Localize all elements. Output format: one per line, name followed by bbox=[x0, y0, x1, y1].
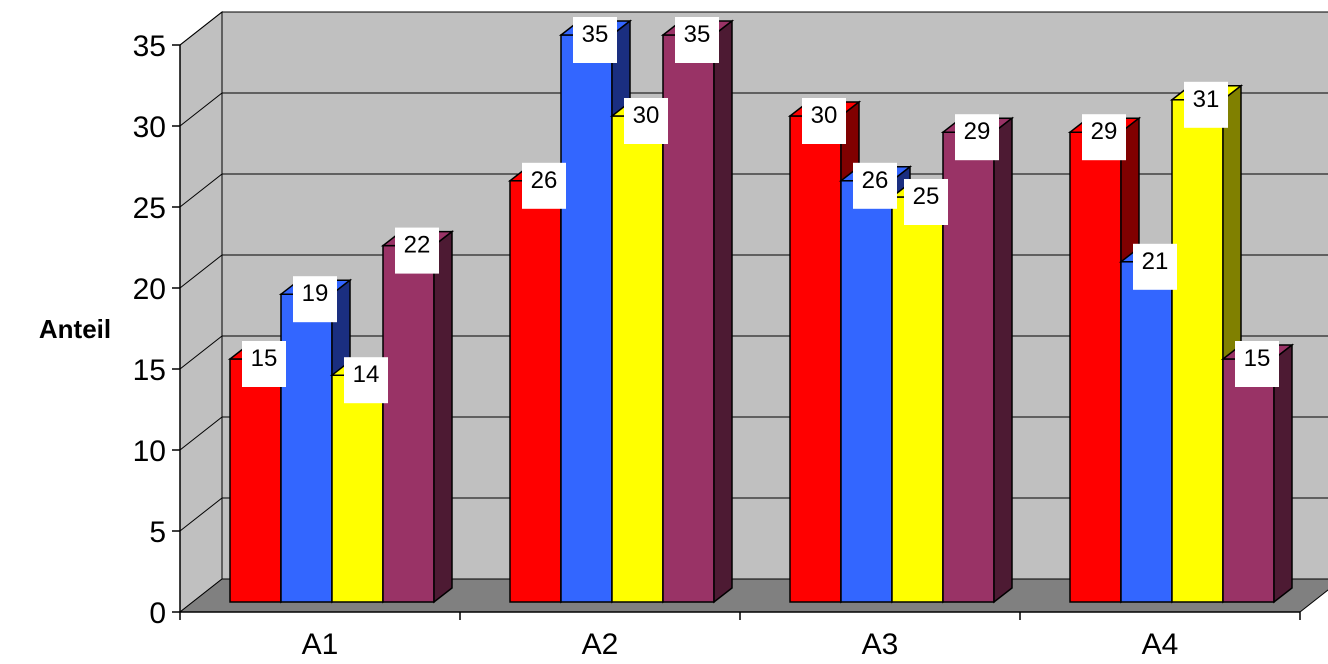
bar-side bbox=[993, 116, 1013, 604]
data-label-box bbox=[573, 17, 617, 63]
data-label-text: 22 bbox=[404, 232, 431, 259]
data-label-text: 35 bbox=[582, 21, 609, 48]
data-label-box bbox=[675, 17, 719, 63]
data-label: 15 bbox=[1235, 341, 1279, 387]
data-label-box bbox=[853, 162, 897, 209]
data-label: 35 bbox=[573, 17, 617, 63]
data-label-box bbox=[624, 98, 668, 144]
data-labels: 15 19 14 22 26 35 30 35 30 26 25 29 29 21 31 15 bbox=[242, 17, 1279, 404]
data-label-text: 29 bbox=[1091, 118, 1118, 145]
y-axis-title: Anteil bbox=[39, 314, 111, 344]
bar-side bbox=[1273, 343, 1293, 604]
y-tick-label: 30 bbox=[133, 111, 166, 144]
data-label: 30 bbox=[624, 98, 668, 144]
side-wall bbox=[179, 10, 223, 614]
y-tick-label: 10 bbox=[133, 435, 166, 468]
data-label-text: 19 bbox=[302, 280, 329, 307]
y-tick-label: 25 bbox=[133, 192, 166, 225]
data-label: 29 bbox=[955, 114, 999, 161]
y-tick-label: 15 bbox=[133, 354, 166, 387]
bar bbox=[509, 180, 562, 603]
bar bbox=[382, 244, 435, 603]
bar bbox=[280, 293, 333, 603]
data-label: 26 bbox=[853, 162, 897, 209]
data-label: 29 bbox=[1082, 114, 1126, 161]
bar bbox=[1171, 99, 1224, 603]
data-label-box bbox=[522, 162, 566, 209]
data-label-text: 21 bbox=[1142, 248, 1169, 275]
bar bbox=[560, 34, 613, 603]
data-label-box bbox=[395, 227, 439, 274]
gridline bbox=[179, 11, 1328, 46]
bar-side bbox=[433, 230, 453, 604]
data-label: 22 bbox=[395, 227, 439, 274]
data-label-text: 14 bbox=[353, 361, 380, 388]
bar bbox=[1069, 131, 1122, 603]
bar bbox=[662, 34, 715, 603]
data-label-text: 30 bbox=[633, 102, 660, 129]
x-tick-label: A2 bbox=[582, 628, 619, 661]
data-label: 31 bbox=[1184, 81, 1228, 128]
bar bbox=[840, 180, 893, 603]
bar bbox=[611, 115, 664, 603]
y-tick-label: 5 bbox=[149, 516, 166, 549]
data-label: 35 bbox=[675, 17, 719, 63]
x-tick-label: A4 bbox=[1142, 628, 1179, 661]
data-label: 19 bbox=[293, 276, 337, 323]
data-label-text: 26 bbox=[862, 167, 889, 194]
gridline bbox=[179, 92, 1328, 127]
data-label-box bbox=[904, 179, 948, 225]
data-label: 14 bbox=[344, 357, 388, 404]
data-label-text: 26 bbox=[531, 167, 558, 194]
data-label-text: 29 bbox=[964, 118, 991, 145]
bars bbox=[227, 19, 1295, 604]
data-label-box bbox=[1184, 81, 1228, 128]
bar-side bbox=[713, 19, 733, 604]
data-label: 30 bbox=[802, 98, 846, 144]
x-tick-labels: A1 A2 A3 A4 bbox=[302, 628, 1179, 661]
data-label: 26 bbox=[522, 162, 566, 209]
bar bbox=[331, 374, 384, 603]
x-tick-label: A3 bbox=[862, 628, 899, 661]
bar bbox=[942, 131, 995, 603]
data-label: 15 bbox=[242, 341, 286, 387]
data-label: 21 bbox=[1133, 243, 1177, 290]
data-label-box bbox=[293, 276, 337, 323]
data-label-text: 15 bbox=[1244, 345, 1271, 372]
data-label-box bbox=[1082, 114, 1126, 161]
data-label-box bbox=[955, 114, 999, 161]
data-label-box bbox=[1133, 243, 1177, 290]
y-tick-labels: 0 5 10 15 20 25 30 35 bbox=[133, 30, 166, 630]
data-label: 25 bbox=[904, 179, 948, 225]
bar bbox=[789, 115, 842, 603]
x-tick-label: A1 bbox=[302, 628, 339, 661]
data-label-box bbox=[802, 98, 846, 144]
data-label-box bbox=[242, 341, 286, 387]
data-label-text: 25 bbox=[913, 183, 940, 210]
bar bbox=[1222, 358, 1275, 603]
y-tick-label: 20 bbox=[133, 273, 166, 306]
data-label-text: 31 bbox=[1193, 86, 1220, 113]
bar bbox=[891, 196, 944, 603]
data-label-text: 30 bbox=[811, 102, 838, 129]
data-label-text: 15 bbox=[251, 345, 278, 372]
data-label-text: 35 bbox=[684, 21, 711, 48]
y-tick-label: 35 bbox=[133, 30, 166, 63]
y-tick-label: 0 bbox=[149, 597, 166, 630]
axes bbox=[172, 44, 1301, 620]
bar bbox=[229, 358, 282, 603]
bar bbox=[1120, 261, 1173, 603]
data-label-box bbox=[344, 357, 388, 404]
data-label-box bbox=[1235, 341, 1279, 387]
